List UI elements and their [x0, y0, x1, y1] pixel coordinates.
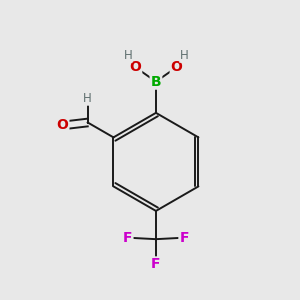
Text: F: F: [151, 257, 161, 272]
Text: O: O: [56, 118, 68, 133]
Text: B: B: [151, 75, 161, 88]
Text: H: H: [83, 92, 92, 105]
Text: O: O: [171, 60, 183, 74]
Text: H: H: [123, 50, 132, 62]
Text: F: F: [123, 231, 133, 245]
Text: F: F: [179, 231, 189, 245]
Text: O: O: [129, 60, 141, 74]
Text: H: H: [180, 50, 188, 62]
